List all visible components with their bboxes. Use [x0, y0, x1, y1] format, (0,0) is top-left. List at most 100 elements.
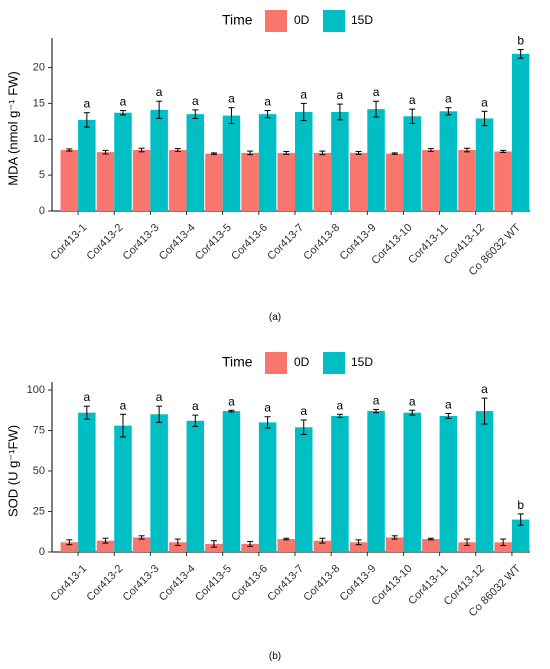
- panel-b-bar-15d: [403, 412, 421, 552]
- panel-a-bar-15d: [150, 109, 168, 211]
- panel-b-y-tick-label: 0: [39, 546, 45, 558]
- panel-b-significance-label: a: [83, 390, 90, 404]
- panel-a-bar-0d: [313, 152, 332, 211]
- panel-a-bar-0d: [169, 150, 187, 211]
- panel-b-x-tick-label: Cor413-8: [301, 563, 342, 604]
- panel-b-significance-label: b: [517, 498, 524, 512]
- panel-a-significance-label: a: [337, 88, 344, 102]
- panel-b-bar-15d: [258, 422, 277, 552]
- panel-a-bar-0d: [60, 150, 79, 211]
- panel-a-bar-0d: [241, 152, 259, 211]
- panel-b-bar-0d: [277, 539, 295, 552]
- panel-b-x-tick-label: Cor413-7: [265, 563, 306, 604]
- panel-a-significance-label: a: [409, 93, 416, 107]
- panel-b-bar-15d: [114, 425, 132, 552]
- panel-a-bar-0d: [96, 152, 115, 211]
- panel-a-bar-0d: [458, 150, 476, 211]
- panel-b-bar-0d: [422, 539, 440, 552]
- panel-b-bar-15d: [78, 412, 96, 552]
- panel-a-bar-0d: [385, 153, 404, 211]
- panel-b-significance-label: a: [337, 398, 344, 412]
- panel-a-bar-0d: [494, 151, 512, 211]
- panel-a-y-tick-label: 15: [33, 97, 45, 109]
- panel-b-legend-title: Time: [222, 354, 253, 370]
- panel-b-y-tick-label: 100: [27, 384, 45, 396]
- panel-b-x-tick-label: Cor413-1: [48, 563, 89, 604]
- panel-a-legend-title: Time: [222, 12, 253, 28]
- panel-b-bar-15d: [331, 415, 349, 552]
- panel-a-bar-15d: [222, 115, 241, 211]
- panel-a-significance-label: b: [517, 34, 524, 48]
- panel-b-significance-label: a: [409, 394, 416, 408]
- panel-b-bar-0d: [132, 537, 151, 552]
- panel-a-y-tick-label: 20: [33, 61, 45, 73]
- panel-b-bar-0d: [241, 543, 259, 552]
- panel-a-significance-label: a: [264, 95, 271, 109]
- panel-a-bar-15d: [331, 112, 349, 211]
- panel-b-legend-label-15d: 15D: [351, 355, 373, 369]
- panel-a-significance-label: a: [373, 85, 380, 99]
- panel-b-bar-0d: [458, 542, 476, 552]
- panel-a-bar-15d: [78, 119, 96, 211]
- panel-a-bar-0d: [132, 150, 151, 211]
- panel-a-x-tick-label: Cor413-1: [48, 222, 89, 263]
- panel-a-significance-label: a: [83, 97, 90, 111]
- panel-a-legend-key-0d: [265, 10, 287, 32]
- panel-b-y-tick-label: 25: [33, 505, 45, 517]
- panel-a-bar-0d: [349, 152, 368, 211]
- panel-b-bar-0d: [385, 537, 404, 552]
- panel-b-bar-0d: [169, 542, 187, 552]
- panel-a-legend-label-15d: 15D: [351, 13, 373, 27]
- panel-a-legend-key-15d: [323, 10, 345, 32]
- panel-a-legend-label-0d: 0D: [294, 13, 310, 27]
- panel-a-bar-15d: [367, 109, 385, 211]
- panel-b-bar-0d: [494, 542, 512, 552]
- panel-b-bar-15d: [150, 414, 168, 552]
- panel-a-y-tick-label: 5: [39, 169, 45, 181]
- panel-b-significance-label: a: [192, 399, 199, 413]
- panel-b-x-tick-label: Cor413-3: [121, 563, 162, 604]
- panel-a-bar-0d: [205, 153, 223, 211]
- panel-b-bar-15d: [511, 519, 530, 552]
- panel-b-bar-0d: [349, 542, 368, 552]
- panel-b-bar-0d: [96, 540, 115, 552]
- panel-b-legend-key-0d: [265, 352, 287, 374]
- panel-b-y-tick-label: 50: [33, 465, 45, 477]
- panel-a-x-tick-label: Cor413-3: [121, 222, 162, 263]
- panel-a-bar-15d: [475, 118, 494, 211]
- panel-a-y-tick-label: 0: [39, 205, 45, 217]
- panel-a-significance-label: a: [481, 95, 488, 109]
- panel-b-x-tick-label: Cor413-4: [157, 563, 198, 604]
- panel-b-bar-15d: [475, 411, 494, 552]
- panel-a-bar-0d: [422, 150, 440, 211]
- panel-a-significance-label: a: [300, 87, 307, 101]
- panel-b-significance-label: a: [373, 393, 380, 407]
- panel-b-significance-label: a: [228, 394, 235, 408]
- panel-b-bar-15d: [222, 411, 241, 552]
- panel-a-x-tick-label: Cor413-4: [157, 222, 198, 263]
- panel-b-x-tick-label: Cor413-6: [229, 563, 270, 604]
- panel-b-significance-label: a: [120, 398, 127, 412]
- panel-b-bar-15d: [295, 427, 313, 552]
- panel-b-bar-0d: [60, 542, 79, 552]
- panel-a-significance-label: a: [192, 94, 199, 108]
- panel-a-bar-15d: [511, 53, 530, 212]
- panel-a-bar-15d: [403, 116, 421, 211]
- panel-a-bar-15d: [186, 114, 205, 211]
- panel-a-panel-label: (a): [269, 312, 281, 323]
- panel-b-bar-0d: [205, 543, 223, 552]
- panel-a-significance-label: a: [156, 85, 163, 99]
- panel-b-bar-0d: [313, 540, 332, 552]
- panel-b-legend-key-15d: [323, 352, 345, 374]
- panel-a-x-tick-label: Cor413-8: [301, 222, 342, 263]
- panel-a-significance-label: a: [120, 95, 127, 109]
- panel-a-y-tick-label: 10: [33, 133, 45, 145]
- panel-a-significance-label: a: [228, 92, 235, 106]
- panel-b-x-tick-label: Cor413-5: [193, 563, 234, 604]
- panel-b-significance-label: a: [264, 401, 271, 415]
- panel-a-x-tick-label: Cor413-7: [265, 222, 306, 263]
- panel-a-bar-15d: [295, 112, 313, 211]
- panel-a-x-tick-label: Cor413-6: [229, 222, 270, 263]
- panel-b-y-axis-label: SOD (U g⁻¹FW): [5, 425, 20, 517]
- panel-b-bar-15d: [367, 411, 385, 552]
